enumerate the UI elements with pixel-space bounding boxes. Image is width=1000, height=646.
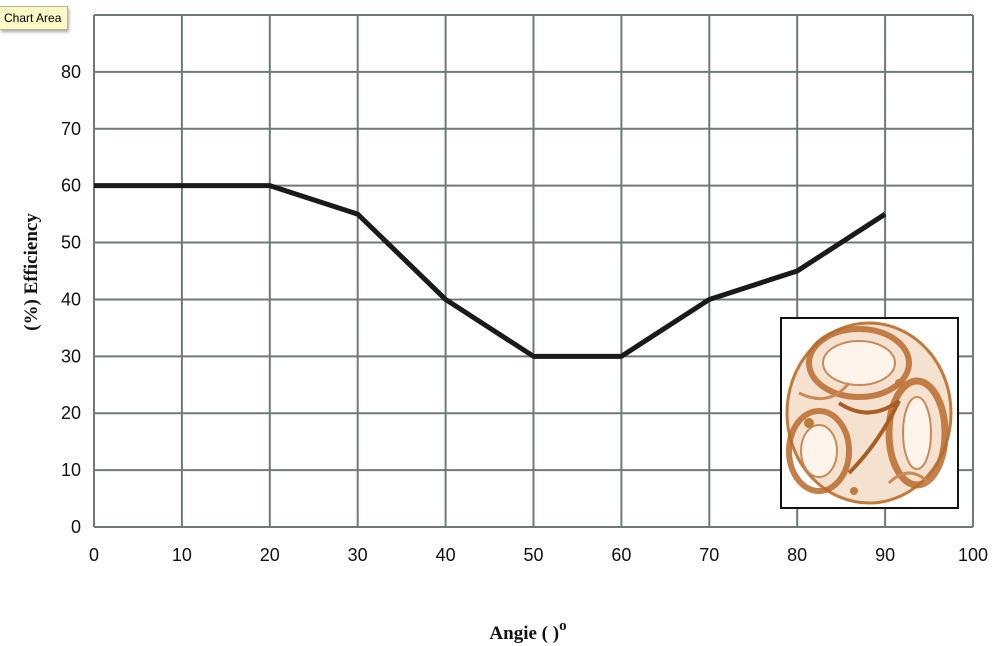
y-tick-label: 70 (61, 119, 81, 139)
x-tick-label: 40 (436, 545, 456, 565)
y-tick-label: 10 (61, 460, 81, 480)
y-tick-label: 40 (61, 289, 81, 309)
tick-labels: 0 10 20 30 40 50 60 70 80 90 100 0 10 20 30 40 50 60 70 80 (61, 62, 988, 565)
x-tick-label: 100 (958, 545, 988, 565)
x-tick-label: 10 (172, 545, 192, 565)
x-tick-label: 80 (787, 545, 807, 565)
x-axis-title-text: Angie ( ) (489, 623, 559, 644)
x-tick-label: 0 (89, 545, 99, 565)
y-axis-title: (%) Efficiency (21, 213, 42, 331)
y-tick-label: 20 (61, 403, 81, 423)
x-axis-title-superscript: o (559, 618, 567, 634)
x-axis-title: Angie ( )o (489, 618, 566, 644)
y-tick-label: 50 (61, 233, 81, 253)
x-tick-label: 60 (611, 545, 631, 565)
y-tick-label: 80 (61, 62, 81, 82)
chart-area-tooltip: Chart Area (0, 6, 69, 30)
inset-rotor-image (780, 317, 959, 509)
x-tick-label: 30 (348, 545, 368, 565)
y-tick-label: 30 (61, 346, 81, 366)
efficiency-series-line (94, 183, 887, 359)
y-tick-label: 60 (61, 176, 81, 196)
x-tick-label: 20 (260, 545, 280, 565)
series-layer (94, 183, 887, 359)
x-tick-label: 50 (523, 545, 543, 565)
y-tick-label: 0 (71, 517, 81, 537)
x-tick-label: 70 (699, 545, 719, 565)
x-tick-label: 90 (875, 545, 895, 565)
